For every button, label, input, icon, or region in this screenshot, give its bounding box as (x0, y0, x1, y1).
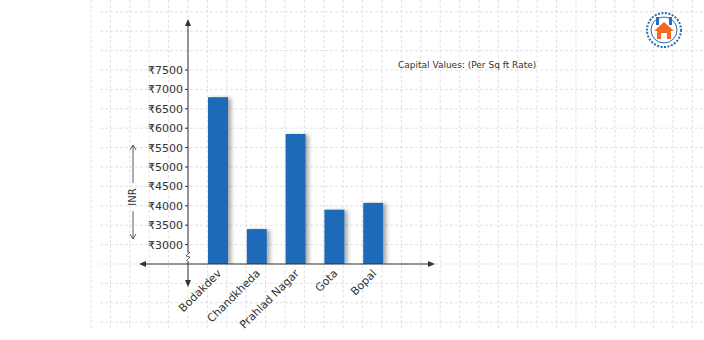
background-grid-line (692, 0, 693, 330)
background-grid-line (673, 0, 674, 330)
background-grid-line (440, 0, 441, 330)
x-tick-label: Prahlad Nagar (237, 267, 302, 332)
y-axis-arrow (185, 19, 191, 26)
chart-title: Capital Values: (Per Sq ft Rate) (398, 60, 536, 70)
background-grid-line (100, 264, 704, 265)
y-tick (185, 70, 188, 71)
y-label-arrow (130, 234, 136, 239)
axis-break (186, 252, 190, 261)
x-tick-label: Gota (313, 267, 341, 295)
background-grid-line (576, 0, 577, 330)
logo-bar (669, 17, 672, 25)
background-grid-line (129, 0, 130, 330)
bars (208, 97, 383, 264)
background-grid-line (110, 0, 111, 330)
y-tick-label: ₹6000 (148, 122, 183, 135)
y-tick-label: ₹5000 (148, 161, 183, 174)
y-tick (185, 89, 188, 90)
y-tick-label: ₹7000 (148, 83, 183, 96)
y-label-line (133, 146, 134, 183)
y-label-line (133, 211, 134, 238)
grid-line (100, 205, 704, 206)
axis-break-bg (185, 253, 191, 261)
y-tick (185, 244, 188, 245)
background-grid-line (100, 11, 704, 12)
background-grid-line (459, 0, 460, 330)
y-tick-label: ₹7500 (148, 64, 183, 77)
background-grid-line (595, 0, 596, 330)
y-tick (185, 167, 188, 168)
grid-line (100, 186, 704, 187)
y-tick-label: ₹5500 (148, 142, 183, 155)
y-tick (185, 147, 188, 148)
background-grid-line (265, 0, 266, 330)
axes: ₹3000 ₹3500 ₹4000 ₹4500 ₹5000 ₹5500 ₹6000 ₹6500… (139, 19, 435, 287)
background-grid-line (91, 0, 92, 330)
background-grid-line (653, 0, 654, 330)
x-tick-label: Bopal (348, 267, 379, 298)
background-grid-line (401, 0, 402, 330)
grid-line (100, 89, 704, 90)
y-tick-label: ₹4000 (148, 200, 183, 213)
chart-svg: Capital Values: (Per Sq ft Rate) ₹3000 ₹35… (0, 0, 704, 340)
background-grid-line (100, 283, 704, 284)
chart-container: Capital Values: (Per Sq ft Rate) ₹3000 ₹35… (0, 0, 704, 340)
logo-ring (647, 13, 681, 47)
bar (286, 134, 306, 264)
y-label-arrow (130, 145, 136, 150)
bar (363, 203, 383, 264)
background-grid-line (100, 50, 704, 51)
y-tick (185, 186, 188, 187)
grid-line (100, 225, 704, 226)
bar (324, 210, 344, 264)
y-tick (185, 108, 188, 109)
background-grid-line (100, 31, 704, 32)
x-axis-arrow (428, 261, 435, 267)
bar (208, 97, 228, 264)
grid-line (100, 244, 704, 245)
y-axis-arrow (185, 280, 191, 287)
logo-inner (651, 17, 677, 43)
background-grid-line (343, 0, 344, 330)
x-axis-line (142, 264, 432, 265)
y-tick-label: ₹3000 (148, 239, 183, 252)
y-tick (185, 205, 188, 206)
logo (647, 13, 681, 47)
background-grid-line (556, 0, 557, 330)
logo-bar (656, 17, 659, 25)
y-tick-label: ₹3500 (148, 219, 183, 232)
background-grid-line (498, 0, 499, 330)
background-grid-line (420, 0, 421, 330)
background-grid-line (614, 0, 615, 330)
background-grid (91, 0, 704, 330)
background-grid-line (537, 0, 538, 330)
grid-line (100, 147, 704, 148)
background-grid-line (634, 0, 635, 330)
background-grid-line (100, 322, 704, 323)
grid-line (100, 108, 704, 109)
background-grid-line (382, 0, 383, 330)
y-tick (185, 225, 188, 226)
logo-door (661, 33, 667, 39)
y-tick (185, 128, 188, 129)
y-axis-label: INR (127, 188, 138, 205)
grid-line (100, 167, 704, 168)
x-axis-arrow (139, 261, 146, 267)
background-grid-line (517, 0, 518, 330)
bar (247, 229, 267, 264)
y-tick-label: ₹6500 (148, 103, 183, 116)
grid-line (100, 128, 704, 129)
background-grid-line (479, 0, 480, 330)
y-tick-label: ₹4500 (148, 180, 183, 193)
